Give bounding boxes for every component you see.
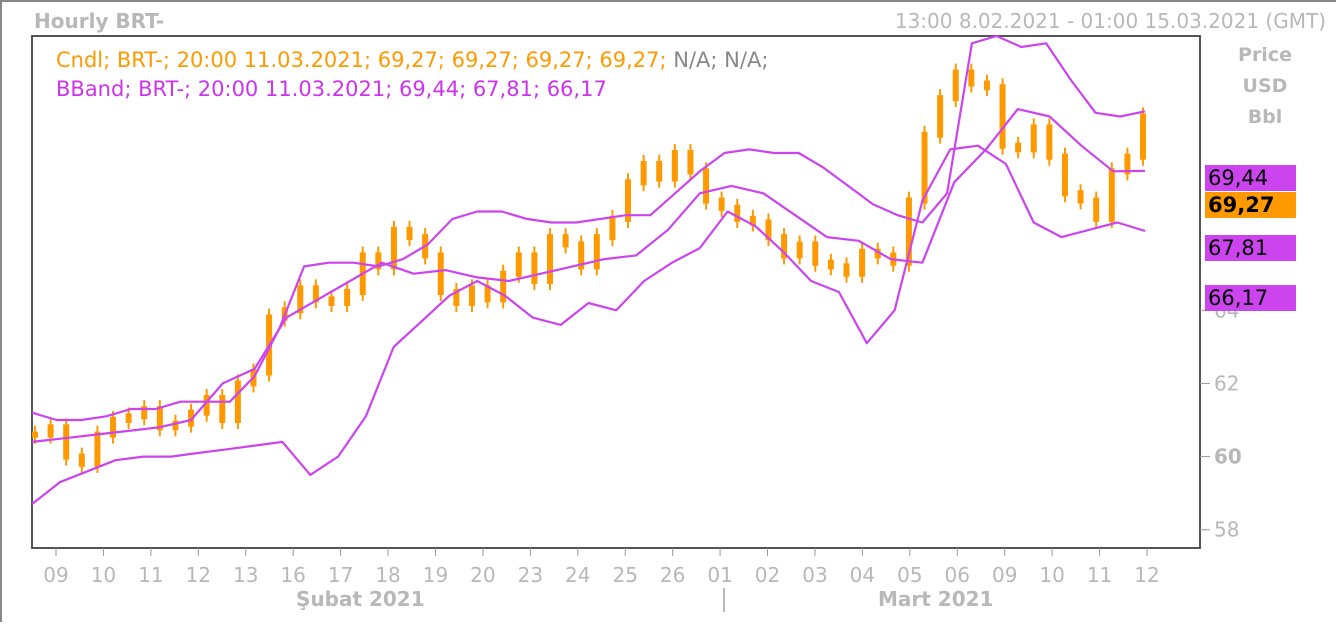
bband-line-upper: [31, 34, 1146, 422]
price-tag-last: 69,27: [1205, 192, 1296, 218]
x-tick-label: 18: [375, 563, 400, 587]
month-label-mar: Mart 2021: [878, 587, 994, 611]
month-label-feb: Şubat 2021: [296, 587, 425, 611]
price-tag-lower-band: 66,17: [1205, 285, 1296, 311]
price-tag-middle-band: 67,81: [1205, 235, 1296, 261]
x-tick-label: 03: [802, 563, 827, 587]
x-tick-label: 10: [1039, 563, 1064, 587]
bband-line-middle: [31, 107, 1146, 443]
x-tick-label: 19: [423, 563, 448, 587]
axis-unit-volume: Bbl: [1247, 106, 1283, 128]
x-tick-label: 10: [91, 563, 116, 587]
y-tick-label: 58: [1214, 518, 1239, 542]
x-tick-label: 02: [755, 563, 780, 587]
price-tag-upper-band: 69,44: [1205, 165, 1296, 191]
x-tick-label: 24: [565, 563, 590, 587]
axis-unit-currency: USD: [1242, 75, 1288, 97]
legend-candle: Cndl; BRT-; 20:00 11.03.2021; 69,27; 69,…: [56, 48, 768, 72]
x-tick-label: 23: [518, 563, 543, 587]
x-tick-label: 01: [707, 563, 732, 587]
legend-bband: BBand; BRT-; 20:00 11.03.2021; 69,44; 67…: [56, 77, 607, 101]
x-tick-label: 20: [470, 563, 495, 587]
x-tick-label: 26: [660, 563, 685, 587]
chart-title: Hourly BRT-: [34, 9, 165, 33]
x-tick-label: 09: [992, 563, 1017, 587]
legend-candle-na: N/A; N/A;: [673, 48, 769, 72]
x-tick-label: 09: [43, 563, 68, 587]
x-tick-label: 05: [897, 563, 922, 587]
legend-candle-values: Cndl; BRT-; 20:00 11.03.2021; 69,27; 69,…: [56, 48, 667, 72]
x-tick-label: 16: [280, 563, 305, 587]
x-tick-label: 06: [945, 563, 970, 587]
x-tick-label: 04: [850, 563, 875, 587]
x-tick-label: 11: [1087, 563, 1112, 587]
x-tick-label: 17: [328, 563, 353, 587]
x-tick-label: 11: [138, 563, 163, 587]
axis-unit-price: Price: [1238, 44, 1292, 66]
chart-date-range: 13:00 8.02.2021 - 01:00 15.03.2021 (GMT): [894, 9, 1326, 33]
y-tick-label: 60: [1214, 445, 1242, 469]
plot-area-border: [31, 35, 1201, 549]
bband-line-lower: [31, 144, 1146, 505]
y-tick-label: 62: [1214, 371, 1239, 395]
x-tick-label: 25: [612, 563, 637, 587]
x-tick-label: 12: [186, 563, 211, 587]
x-tick-label: 12: [1134, 563, 1159, 587]
x-tick-label: 13: [233, 563, 258, 587]
